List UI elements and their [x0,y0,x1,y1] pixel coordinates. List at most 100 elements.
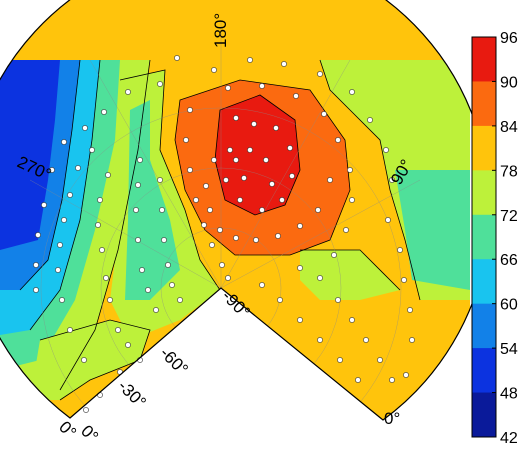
angle-label-0-left-2: 0° [77,421,102,446]
sample-point [401,277,407,283]
colorbar-band [472,125,496,171]
angle-label-180: 180° [211,13,230,48]
colorbar-tick-label: 54 [500,341,518,358]
sample-point [377,357,383,363]
sample-point [157,177,163,183]
sample-point [355,377,361,383]
sample-point [327,177,333,183]
sample-point [157,81,163,87]
sample-point [165,262,171,268]
sample-point [101,109,107,115]
sample-point [277,297,283,303]
sample-point [95,222,101,228]
sample-point [174,55,180,61]
sample-point [403,372,409,378]
sample-point [35,232,41,238]
sample-point [107,297,113,303]
contour-band-teal-center [125,100,180,300]
sample-point [225,85,231,91]
sample-point [33,287,39,293]
sample-point [335,297,341,303]
sample-point [211,157,217,163]
sample-point [33,262,39,268]
sample-point [207,207,213,213]
sample-point [347,167,353,173]
sample-point [275,233,281,239]
colorbar-ticks: 96 90 84 78 72 66 60 54 48 42 [492,30,518,447]
angle-label-0-right: 0° [384,409,400,428]
contour-band-darkblue [0,60,60,250]
sample-point [247,147,253,153]
sample-point [237,197,243,203]
colorbar-tick-label: 42 [500,430,518,447]
sample-point [49,167,55,173]
colorbar-tick-label: 90 [500,74,518,91]
contour-band-upper-right [320,60,470,140]
contour-band-red [215,95,300,215]
sample-point [67,327,73,333]
sample-point [247,57,253,63]
sample-point [125,89,131,95]
sample-point [187,167,193,173]
sample-point [349,197,355,203]
colorbar-band [472,170,496,216]
colorbar-tick-label: 78 [500,163,518,180]
sample-point [217,227,223,233]
angle-label-minus60: -60° [156,343,192,379]
sample-point [161,237,167,243]
sample-point [133,207,139,213]
sample-point [367,117,373,123]
contour-band-green-lower [30,320,150,400]
sample-points [33,55,415,413]
sample-point [259,83,265,89]
sample-point [223,177,229,183]
sample-point [115,327,121,333]
sample-point [259,282,265,288]
sample-point [383,147,389,153]
colorbar-tick-label: 48 [500,386,518,403]
colorbar-tick-label: 84 [500,119,518,136]
sample-point [279,197,285,203]
sample-point [211,67,217,73]
sample-point [225,275,231,281]
colorbar-tick-label: 72 [500,208,518,225]
sample-point [177,297,183,303]
contour-lines [19,59,421,401]
angle-label-0-left: 0° [55,417,80,442]
sample-point [57,242,63,248]
sample-point [233,157,239,163]
sample-point [75,165,81,171]
contour-band-lower-right [300,250,400,300]
colorbar-tick-label: 66 [500,252,518,269]
sample-point [159,207,165,213]
sample-point [331,252,337,258]
sample-point [105,172,111,178]
colorbar-tick-label: 60 [500,297,518,314]
colorbar-tick-label: 96 [500,30,518,47]
sample-point [253,237,259,243]
sample-point [281,61,287,67]
sample-point [409,337,415,343]
colorbar-band [472,259,496,305]
sample-point [297,223,303,229]
sample-point [389,377,395,383]
sample-point [317,71,323,77]
sample-point [89,147,95,153]
sample-point [317,337,323,343]
sample-point [82,125,88,131]
sample-point [389,177,395,183]
sample-point [135,182,141,188]
sample-point [385,217,391,223]
sample-point [297,265,303,271]
sample-point [201,222,207,228]
sample-point [139,267,145,273]
sample-point [349,317,355,323]
colorbar-band [472,37,496,82]
sample-point [397,247,403,253]
colorbar-band [472,392,496,438]
sample-point [349,89,355,95]
contour-plot [0,0,470,421]
sample-point [407,307,413,313]
sample-point [343,227,349,233]
